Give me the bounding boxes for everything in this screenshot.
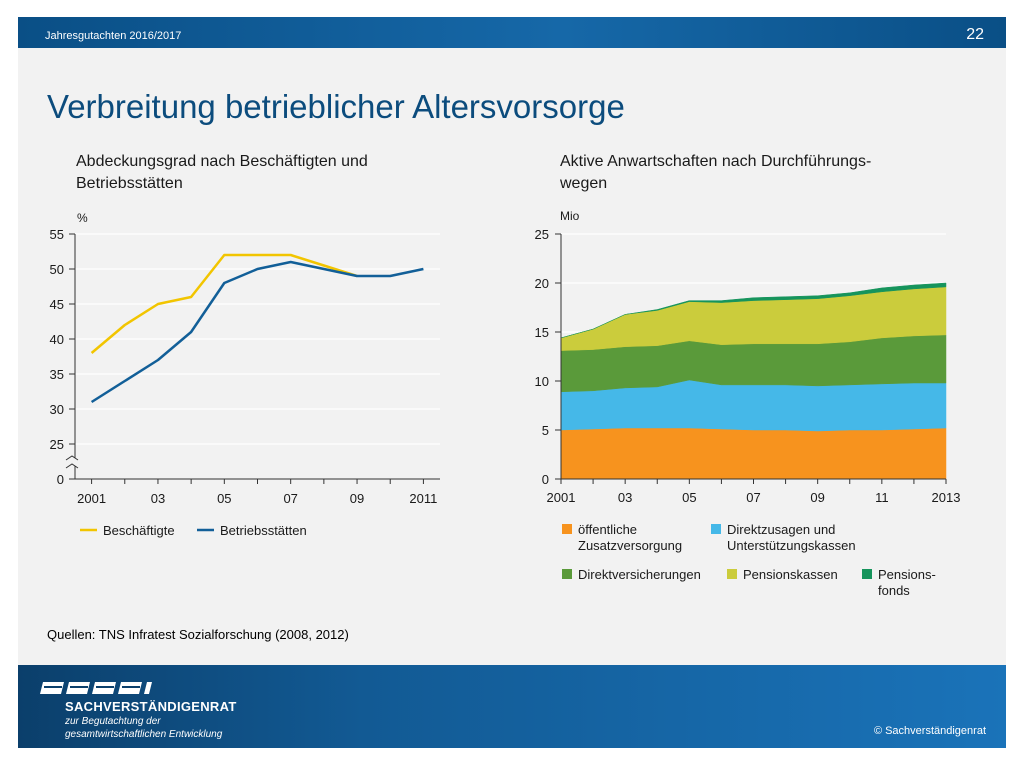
- y-tick-label: 25: [50, 437, 64, 452]
- legend-swatch: [727, 569, 737, 579]
- area-Pensions-fonds: [560, 282, 947, 339]
- y-tick-label: 50: [50, 262, 64, 277]
- copyright-notice: © Sachverständigenrat: [873, 725, 986, 737]
- x-tick-label: 09: [810, 490, 824, 505]
- y-tick-label: 10: [535, 374, 549, 389]
- y-tick-label: 25: [535, 227, 549, 242]
- left-chart-title: Abdeckungsgrad nach Beschäftigten und Be…: [76, 153, 368, 192]
- page-title: Verbreitung betrieblicher Altersvorsorge: [47, 88, 625, 125]
- axis-break-gap: [67, 458, 79, 466]
- y-unit-label: %: [77, 211, 88, 225]
- org-subtitle-line1: zur Begutachtung der: [65, 716, 161, 727]
- y-unit-label: Mio: [560, 209, 580, 223]
- x-tick-label: 07: [746, 490, 760, 505]
- org-name: SACHVERSTÄNDIGENRAT: [65, 699, 237, 714]
- legend-label: Pensionskassen: [743, 567, 838, 582]
- legend-label: öffentliche Zusatzversorgung: [578, 522, 682, 553]
- y-tick-label: 0: [57, 472, 64, 487]
- footer-bar: [18, 665, 1006, 748]
- axis-break-mark: [65, 463, 79, 469]
- x-tick-label: 2001: [547, 490, 576, 505]
- y-tick-label: 20: [535, 276, 549, 291]
- x-tick-label: 11: [875, 490, 889, 505]
- x-tick-label: 05: [682, 490, 696, 505]
- y-tick-label: 40: [50, 332, 64, 347]
- x-tick-label: 07: [283, 491, 297, 506]
- x-tick-label: 05: [217, 491, 231, 506]
- legend-label: Beschäftigte: [103, 523, 175, 538]
- header-bar: [18, 17, 1006, 48]
- x-tick-label: 03: [151, 491, 165, 506]
- logo-icon: [40, 682, 152, 694]
- legend-label: Direktversicherungen: [578, 567, 701, 582]
- x-tick-label: 09: [350, 491, 364, 506]
- legend-swatch: [711, 524, 721, 534]
- y-tick-label: 30: [50, 402, 64, 417]
- y-tick-label: 55: [50, 227, 64, 242]
- right-chart-title: Aktive Anwartschaften nach Durchführungs…: [560, 153, 872, 192]
- y-tick-label: 15: [535, 325, 549, 340]
- x-tick-label: 2001: [77, 491, 106, 506]
- area-öffentliche Zusatzversorgung: [560, 427, 947, 480]
- page-number: 22: [966, 26, 984, 43]
- x-tick-label: 03: [618, 490, 632, 505]
- axis-break-mark: [65, 455, 79, 461]
- series-line-Beschäftigte: [90, 253, 358, 354]
- series-line-Betriebsstätten: [90, 260, 424, 404]
- legend-label: Direktzusagen und Unterstützungskassen: [727, 522, 856, 553]
- x-tick-label: 2013: [932, 490, 961, 505]
- legend-label: Pensions-fonds: [878, 567, 936, 598]
- y-tick-label: 45: [50, 297, 64, 312]
- legend-swatch: [562, 524, 572, 534]
- y-tick-label: 0: [542, 472, 549, 487]
- legend-swatch: [562, 569, 572, 579]
- x-tick-label: 2011: [409, 491, 437, 506]
- y-tick-label: 5: [542, 423, 549, 438]
- y-tick-label: 35: [50, 367, 64, 382]
- legend-label: Betriebsstätten: [220, 523, 307, 538]
- legend-swatch: [862, 569, 872, 579]
- org-subtitle-line2: gesamtwirtschaftlichen Entwicklung: [65, 729, 223, 740]
- source-note: Quellen: TNS Infratest Sozialforschung (…: [47, 627, 349, 642]
- report-title: Jahresgutachten 2016/2017: [45, 30, 182, 42]
